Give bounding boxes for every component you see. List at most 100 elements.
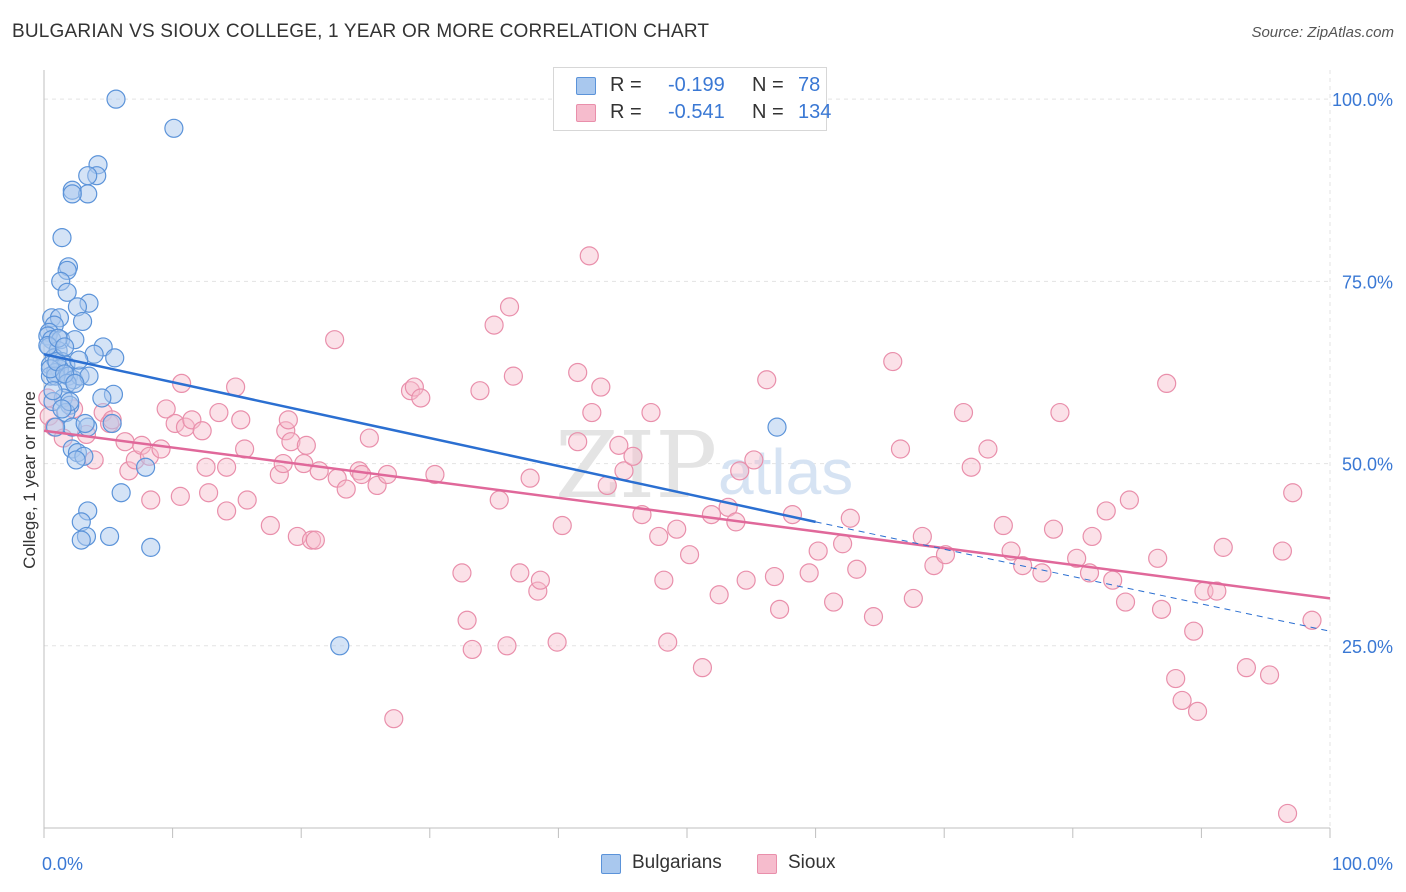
sioux-point	[503, 366, 523, 386]
sioux-point	[1082, 526, 1102, 547]
sioux-point	[1236, 658, 1257, 678]
sioux-point	[582, 402, 602, 423]
sioux-point	[903, 588, 923, 609]
x-tick-label: 100.0%	[1332, 854, 1393, 874]
sioux-point	[1187, 701, 1208, 721]
sioux-point	[701, 504, 722, 525]
sioux-point	[520, 468, 540, 488]
sioux-point	[833, 534, 853, 554]
sioux-point	[305, 530, 325, 550]
sioux-point	[411, 388, 431, 408]
sioux-point	[1272, 541, 1293, 561]
sioux-point	[1277, 803, 1298, 824]
sioux-point	[744, 450, 764, 470]
sioux-point	[404, 377, 424, 397]
sioux-point	[452, 563, 472, 583]
legend-r-value-sioux: -0.541	[668, 101, 725, 123]
sioux-point	[847, 559, 867, 579]
sioux-point	[769, 599, 790, 619]
bulgarians-point	[106, 89, 126, 109]
bulgarians-point	[105, 348, 125, 368]
sioux-point	[499, 297, 520, 317]
sioux-point	[209, 402, 229, 423]
sioux-point	[654, 570, 674, 590]
legend-r-label: R =	[610, 74, 642, 96]
sioux-point	[281, 432, 301, 452]
bulgarians-point	[65, 373, 85, 394]
bulgarians-points	[38, 89, 787, 656]
sioux-point	[1096, 501, 1116, 521]
bottom-legend-label-sioux: Sioux	[788, 852, 836, 873]
legend-n-label: N =	[752, 74, 784, 96]
sioux-point	[649, 526, 669, 547]
sioux-point	[953, 402, 974, 423]
sioux-point	[568, 432, 588, 452]
sioux-point	[1302, 610, 1322, 630]
bulgarians-point	[57, 282, 77, 302]
sioux-point	[336, 479, 356, 499]
sioux-point	[808, 541, 828, 561]
sioux-point	[1172, 690, 1192, 711]
bulgarians-point	[43, 381, 63, 401]
bottom-legend-swatch-bulgarians	[601, 854, 621, 874]
sioux-points	[38, 246, 1322, 824]
sioux-point	[1283, 483, 1303, 503]
y-tick-label: 25.0%	[1342, 637, 1393, 657]
sioux-point	[692, 658, 713, 678]
sioux-point	[530, 570, 550, 590]
sioux-point	[1043, 519, 1064, 539]
sioux-point	[359, 428, 379, 448]
legend-n-label: N =	[752, 101, 784, 123]
bulgarians-point	[52, 228, 72, 248]
sioux-point	[552, 515, 572, 536]
axes	[43, 70, 1331, 838]
sioux-point	[1213, 537, 1233, 557]
bulgarians-point	[54, 337, 75, 357]
sioux-point	[730, 461, 750, 481]
bulgarians-point	[66, 450, 86, 470]
sioux-point	[231, 410, 251, 430]
bulgarians-point	[141, 537, 161, 557]
bulgarians-point	[71, 530, 91, 550]
tick-labels: 25.0% 50.0% 75.0% 100.0% 0.0% 100.0%	[42, 90, 1393, 874]
sioux-point	[156, 399, 176, 419]
sioux-point	[641, 402, 661, 423]
bulgarians-point	[330, 636, 350, 656]
sioux-point	[840, 508, 860, 528]
sioux-point	[568, 362, 588, 383]
sioux-point	[883, 351, 903, 372]
sioux-point	[309, 461, 329, 481]
sioux-point	[591, 377, 611, 397]
x-tick-label: 0.0%	[42, 854, 83, 874]
legend-swatch-sioux	[576, 104, 596, 122]
bulgarians-trend-extension	[815, 521, 1331, 632]
sioux-point	[237, 490, 257, 510]
y-tick-label: 50.0%	[1342, 455, 1393, 475]
sioux-point	[278, 410, 298, 430]
sioux-point	[679, 545, 700, 565]
sioux-point	[993, 515, 1013, 536]
sioux-point	[609, 435, 629, 455]
sioux-point	[497, 636, 517, 656]
sioux-point	[1157, 373, 1177, 394]
bulgarians-point	[99, 526, 120, 547]
y-axis-title: College, 1 year or more	[20, 391, 39, 569]
sioux-point	[484, 315, 504, 335]
sioux-point	[1151, 599, 1172, 619]
bulgarians-point	[102, 413, 122, 434]
bulgarians-point	[75, 413, 95, 434]
sioux-point	[863, 607, 884, 627]
sioux-point	[489, 490, 509, 510]
legend-n-value-bulgarians: 78	[798, 74, 821, 96]
sioux-point	[141, 490, 161, 510]
sioux-point	[736, 570, 756, 590]
bulgarians-point	[78, 166, 98, 186]
sioux-point	[1115, 592, 1136, 612]
bulgarians-point	[164, 118, 184, 138]
sioux-point	[196, 457, 216, 477]
correlation-legend: R = -0.199 N = 78 R = -0.541 N = 134	[553, 67, 831, 131]
sioux-point	[764, 566, 785, 587]
sioux-point	[400, 381, 421, 401]
sioux-point	[462, 639, 482, 660]
